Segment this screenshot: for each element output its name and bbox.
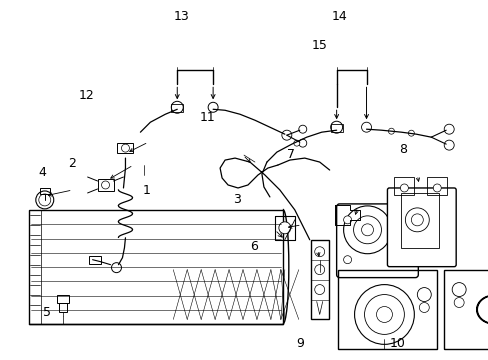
Bar — [394, 177, 413, 195]
Bar — [401, 193, 438, 248]
Text: 15: 15 — [311, 39, 327, 52]
Bar — [57, 294, 68, 302]
Circle shape — [361, 224, 373, 236]
Circle shape — [36, 191, 54, 209]
Text: 8: 8 — [398, 143, 406, 156]
Circle shape — [298, 139, 306, 147]
Bar — [330, 124, 342, 132]
Text: 7: 7 — [286, 148, 294, 161]
Bar — [443, 270, 488, 349]
Text: 10: 10 — [389, 337, 405, 350]
Circle shape — [376, 306, 392, 323]
Bar — [29, 210, 282, 324]
Circle shape — [281, 130, 291, 140]
Circle shape — [343, 256, 351, 264]
Circle shape — [416, 288, 430, 302]
Circle shape — [293, 140, 299, 146]
Circle shape — [361, 122, 371, 132]
Text: 2: 2 — [67, 157, 75, 170]
Bar — [98, 179, 113, 191]
FancyBboxPatch shape — [386, 188, 455, 267]
Text: 11: 11 — [200, 111, 215, 124]
Circle shape — [343, 216, 351, 224]
Circle shape — [398, 216, 406, 224]
Bar — [40, 188, 50, 194]
Circle shape — [298, 125, 306, 133]
Circle shape — [111, 263, 121, 273]
Bar — [310, 240, 328, 319]
Circle shape — [102, 181, 109, 189]
Text: 1: 1 — [143, 184, 151, 197]
Circle shape — [39, 194, 51, 206]
Circle shape — [398, 256, 406, 264]
Circle shape — [407, 130, 413, 136]
Bar — [392, 202, 406, 210]
Circle shape — [354, 285, 413, 345]
FancyBboxPatch shape — [336, 204, 417, 278]
Text: 12: 12 — [78, 89, 94, 102]
Circle shape — [387, 128, 394, 134]
Bar — [171, 104, 183, 112]
Circle shape — [453, 298, 463, 307]
Circle shape — [353, 216, 381, 244]
Text: 14: 14 — [331, 10, 346, 23]
Circle shape — [171, 101, 183, 113]
Bar — [88, 256, 101, 264]
Circle shape — [410, 214, 423, 226]
Circle shape — [121, 144, 129, 152]
Circle shape — [443, 124, 453, 134]
Circle shape — [443, 140, 453, 150]
Circle shape — [314, 247, 324, 257]
Circle shape — [400, 184, 407, 192]
Text: 6: 6 — [250, 240, 258, 253]
Bar — [427, 177, 447, 195]
Text: 4: 4 — [39, 166, 46, 179]
Bar — [117, 143, 133, 153]
Text: 13: 13 — [173, 10, 189, 23]
Text: 5: 5 — [43, 306, 51, 319]
Circle shape — [432, 184, 440, 192]
Bar — [337, 270, 436, 349]
Circle shape — [405, 208, 428, 232]
Bar — [29, 210, 41, 324]
Circle shape — [451, 283, 465, 297]
Circle shape — [314, 265, 324, 275]
Circle shape — [314, 285, 324, 294]
Circle shape — [208, 102, 218, 112]
Text: 9: 9 — [296, 337, 304, 350]
Circle shape — [330, 121, 342, 133]
Circle shape — [419, 302, 428, 312]
Bar — [59, 302, 66, 312]
Bar — [392, 194, 406, 202]
Circle shape — [364, 294, 404, 334]
Circle shape — [343, 206, 390, 254]
Text: 3: 3 — [233, 193, 241, 206]
Circle shape — [278, 222, 290, 234]
